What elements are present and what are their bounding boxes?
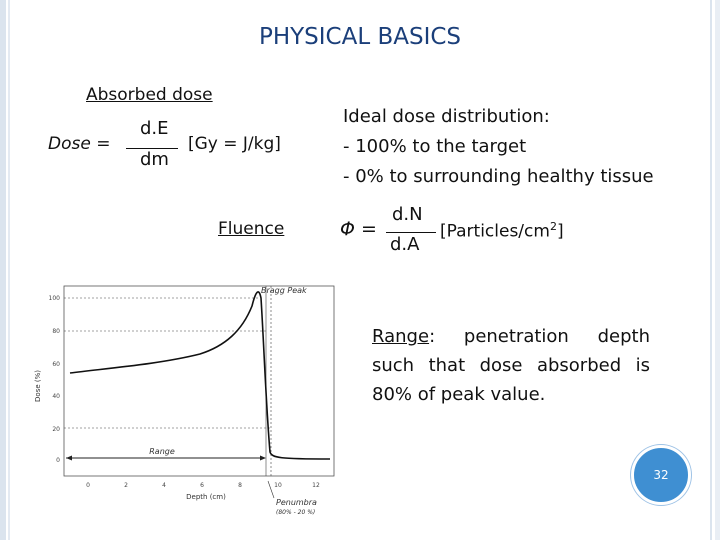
slide-border-right-outer [715,0,720,540]
dose-numerator: d.E [140,118,169,139]
x-tick: 8 [238,482,242,489]
dose-equation-lhs: Dose = [48,134,111,154]
fluence-label: Fluence [218,219,285,239]
x-tick: 12 [312,482,320,489]
ideal-dose-distribution: Ideal dose distribution: - 100% to the t… [343,102,654,192]
range-keyword: Range [372,326,430,347]
absorbed-dose-label: Absorbed dose [86,85,213,105]
dose-unit: [Gy = J/kg] [188,134,281,154]
range-label: Range [149,447,175,456]
range-arrow-right [260,455,266,461]
fluence-unit-sup: 2 [549,220,557,233]
y-tick: 80 [52,328,60,335]
bragg-peak-label: Bragg Peak [261,286,307,295]
penumbra-pointer [267,480,275,499]
range-text: : penetration depth such that dose absor… [372,326,650,405]
range-arrow-left [66,455,72,461]
fluence-numerator: d.N [392,204,423,225]
ideal-line-healthy: - 0% to surrounding healthy tissue [343,166,654,187]
y-tick: 60 [52,361,60,368]
fluence-fraction-bar [386,232,436,234]
fluence-denominator: d.A [390,234,420,255]
page-number-badge: 32 [631,445,691,505]
slide-title: PHYSICAL BASICS [258,24,462,50]
y-tick: 40 [52,393,60,400]
x-tick: 2 [124,482,128,489]
dose-fraction-bar [126,148,178,150]
y-tick: 20 [52,426,60,433]
fluence-unit-suffix: ] [556,221,564,242]
x-axis-label: Depth (cm) [186,493,226,501]
graph-frame [63,285,335,477]
slide-border-right [710,0,712,540]
ideal-line-target: - 100% to the target [343,136,527,157]
y-axis-label: Dose (%) [34,370,42,402]
x-tick: 4 [162,482,166,489]
dose-denominator: dm [140,149,169,170]
fluence-unit-prefix: [Particles/cm [440,221,550,242]
range-definition: Range: penetration depth such that dose … [372,322,650,409]
fluence-equation: Φ = d.N d.A [Particles/cm2] [340,204,620,264]
x-tick: 10 [274,482,282,489]
penumbra-label: Penumbra [276,498,317,507]
x-tick: 6 [200,482,204,489]
dose-equation: Dose = d.E dm [Gy = J/kg] [48,118,308,178]
ideal-heading: Ideal dose distribution: [343,106,550,127]
penumbra-sub-label: (80% - 20 %) [276,509,315,516]
slide-border-left [0,0,6,540]
x-tick: 0 [86,482,90,489]
bragg-peak-graph: 0 20 40 60 80 100 0 2 4 6 8 10 12 Dose (… [34,285,335,516]
fluence-unit: [Particles/cm2] [440,220,564,242]
slide-border-left-inner [8,0,10,540]
fluence-equation-lhs: Φ = [340,218,377,240]
y-tick: 100 [49,295,61,302]
y-tick: 0 [56,457,60,464]
bragg-curve [69,291,331,460]
